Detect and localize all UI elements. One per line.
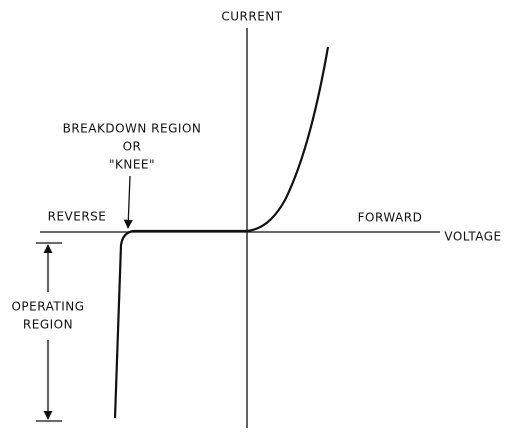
reverse-label: REVERSE — [48, 210, 107, 224]
iv-curve — [113, 46, 330, 419]
breakdown-knee: "KNEE" — [109, 158, 155, 172]
operating-region-label: REGION — [23, 318, 73, 332]
breakdown-or: OR — [123, 140, 142, 154]
breakdown-label: BREAKDOWN REGION — [63, 122, 202, 136]
current-label: CURRENT — [221, 10, 282, 24]
forward-label: FORWARD — [358, 211, 423, 225]
voltage-label: VOLTAGE — [444, 230, 501, 244]
knee-arrow — [123, 175, 133, 229]
operating-label: OPERATING — [11, 300, 84, 314]
